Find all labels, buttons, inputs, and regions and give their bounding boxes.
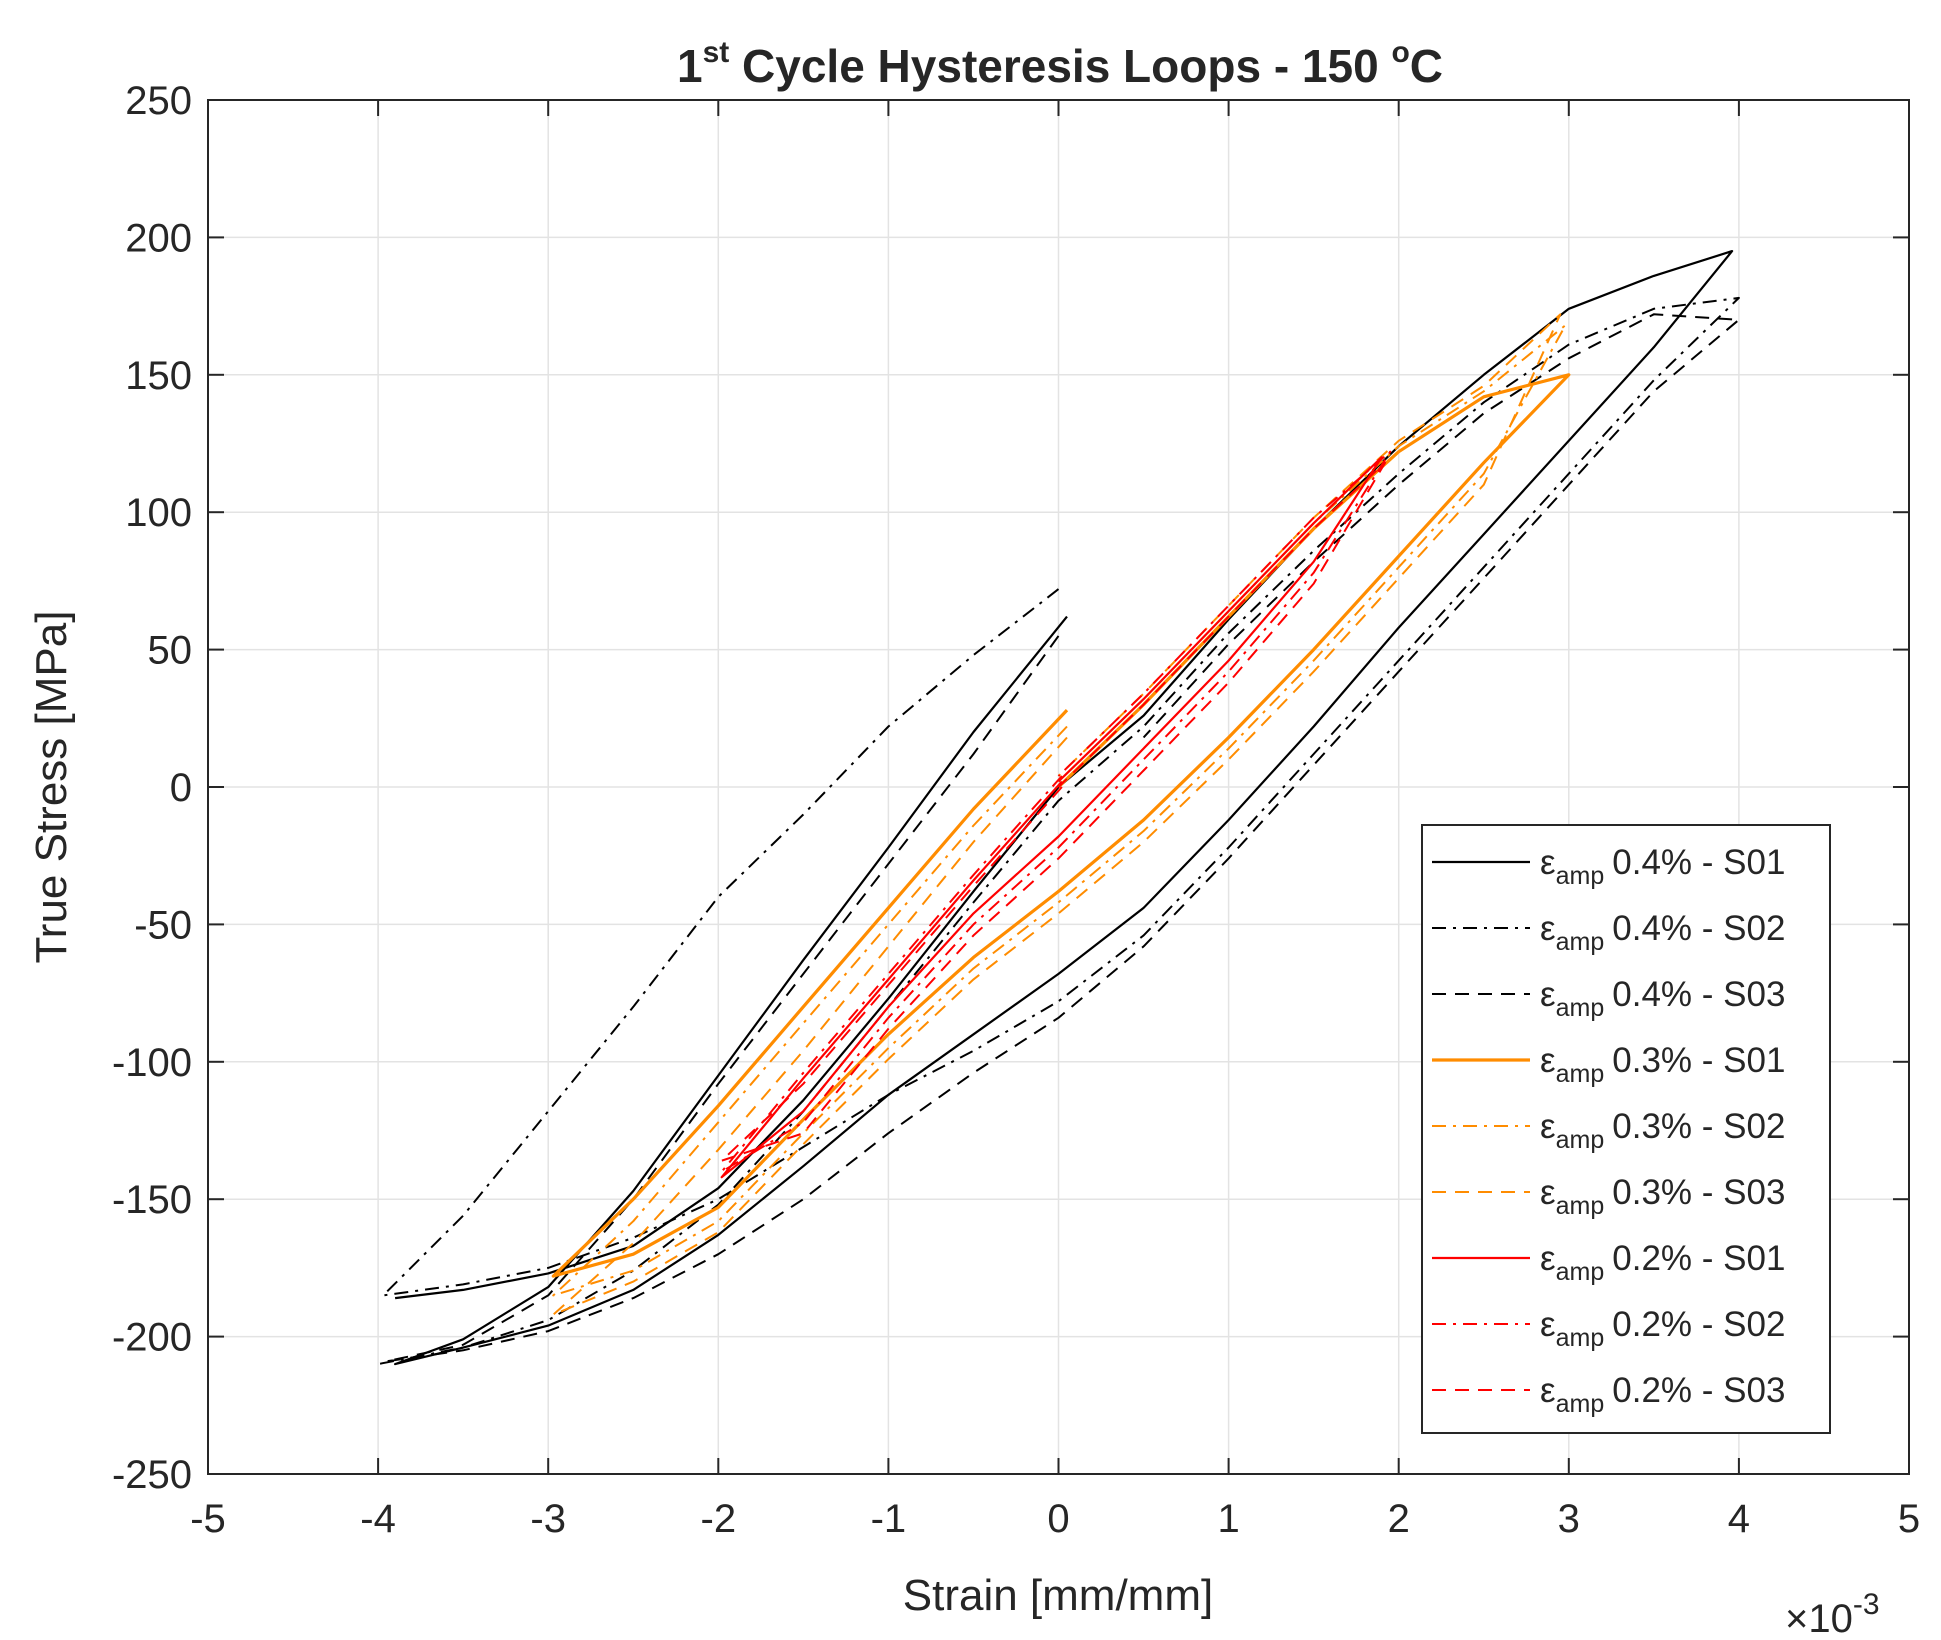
y-tick-label: 50 xyxy=(148,629,193,673)
x-axis-label: Strain [mm/mm] xyxy=(903,1571,1213,1620)
y-axis-label: True Stress [MPa] xyxy=(27,611,76,964)
title-main: Cycle Hysteresis Loops - 150 xyxy=(729,40,1391,92)
legend-label: 0.2% - S02 xyxy=(1612,1305,1785,1344)
x-tick-label: -5 xyxy=(190,1497,226,1541)
legend-subscript: amp xyxy=(1556,1258,1605,1286)
legend-subscript: amp xyxy=(1556,994,1605,1022)
legend-label: 0.4% - S01 xyxy=(1612,843,1785,882)
legend-entry: εamp 0.2% - S01 xyxy=(1540,1239,1785,1286)
y-tick-label: 150 xyxy=(125,354,192,398)
x-exponent-base: ×10 xyxy=(1785,1597,1853,1640)
series-line-5 xyxy=(552,324,1567,1297)
legend-label: 0.4% - S02 xyxy=(1612,909,1785,948)
legend-symbol: ε xyxy=(1540,843,1556,882)
x-tick-label: 1 xyxy=(1217,1497,1239,1541)
legend-entry: εamp 0.4% - S03 xyxy=(1540,975,1785,1022)
y-tick-label: 250 xyxy=(125,79,192,123)
legend-label: 0.3% - S03 xyxy=(1612,1173,1785,1212)
legend-subscript: amp xyxy=(1556,1390,1605,1418)
legend-box xyxy=(1421,824,1831,1434)
title-prefix-sup: st xyxy=(703,36,730,69)
y-tick-label: -200 xyxy=(112,1316,192,1360)
legend-label: 0.4% - S03 xyxy=(1612,975,1785,1014)
series-line-2 xyxy=(377,296,1740,1366)
legend-symbol: ε xyxy=(1540,1305,1556,1344)
x-tick-label: -2 xyxy=(701,1497,737,1541)
y-tick-label: 200 xyxy=(125,216,192,260)
title-degree: o xyxy=(1391,36,1409,69)
legend-subscript: amp xyxy=(1556,1126,1605,1154)
chart-title: 1st Cycle Hysteresis Loops - 150 oC xyxy=(677,36,1443,92)
series-line-1 xyxy=(394,250,1734,1366)
series-line-3 xyxy=(385,313,1740,1363)
legend-label: 0.3% - S01 xyxy=(1612,1041,1785,1080)
x-tick-label: -3 xyxy=(530,1497,566,1541)
legend-symbol: ε xyxy=(1540,1173,1556,1212)
legend-entry: εamp 0.2% - S03 xyxy=(1540,1371,1785,1418)
legend-label: 0.2% - S03 xyxy=(1612,1371,1785,1410)
legend-subscript: amp xyxy=(1556,1192,1605,1220)
title-prefix: 1 xyxy=(677,40,703,92)
legend-symbol: ε xyxy=(1540,975,1556,1014)
series-line-7 xyxy=(720,456,1383,1179)
y-tick-label: -50 xyxy=(134,903,192,947)
legend-symbol: ε xyxy=(1540,1041,1556,1080)
legend-entry: εamp 0.4% - S01 xyxy=(1540,843,1785,890)
x-tick-label: 0 xyxy=(1047,1497,1069,1541)
legend-subscript: amp xyxy=(1556,862,1605,890)
x-tick-label: 4 xyxy=(1728,1497,1750,1541)
legend-subscript: amp xyxy=(1556,928,1605,956)
x-exponent-power: -3 xyxy=(1853,1588,1880,1621)
axis-ticks: -5 -4 -3 -2 -1 0 1 2 3 4 5 250 200 150 100 50 0 -50 -100 -1… xyxy=(112,79,1920,1541)
x-tick-label: 2 xyxy=(1388,1497,1410,1541)
y-tick-label: -250 xyxy=(112,1453,192,1497)
x-tick-label: -4 xyxy=(360,1497,396,1541)
legend-subscript: amp xyxy=(1556,1060,1605,1088)
series-line-9 xyxy=(720,461,1387,1162)
series-line-8 xyxy=(720,450,1392,1173)
series-line-6 xyxy=(552,313,1562,1316)
title-unit: C xyxy=(1410,40,1443,92)
legend-symbol: ε xyxy=(1540,1239,1556,1278)
x-tick-label: -1 xyxy=(871,1497,907,1541)
legend-entry: εamp 0.3% - S03 xyxy=(1540,1173,1785,1220)
legend-label: 0.2% - S01 xyxy=(1612,1239,1785,1278)
legend-entry: εamp 0.4% - S02 xyxy=(1540,909,1785,956)
y-tick-label: -100 xyxy=(112,1041,192,1085)
legend-symbol: ε xyxy=(1540,1107,1556,1146)
legend-entry: εamp 0.3% - S01 xyxy=(1540,1041,1785,1088)
x-axis-exponent: ×10-3 xyxy=(1785,1588,1880,1640)
series-line-4 xyxy=(551,373,1571,1278)
y-tick-label: -150 xyxy=(112,1178,192,1222)
legend-subscript: amp xyxy=(1556,1324,1605,1352)
series-layer xyxy=(377,250,1740,1366)
x-tick-label: 5 xyxy=(1898,1497,1920,1541)
legend-symbol: ε xyxy=(1540,909,1556,948)
x-tick-label: 3 xyxy=(1558,1497,1580,1541)
y-tick-label: 100 xyxy=(125,491,192,535)
legend-entry: εamp 0.2% - S02 xyxy=(1540,1305,1785,1352)
legend-entry: εamp 0.3% - S02 xyxy=(1540,1107,1785,1154)
y-tick-label: 0 xyxy=(170,766,192,810)
legend-label: 0.3% - S02 xyxy=(1612,1107,1785,1146)
legend-symbol: ε xyxy=(1540,1371,1556,1410)
